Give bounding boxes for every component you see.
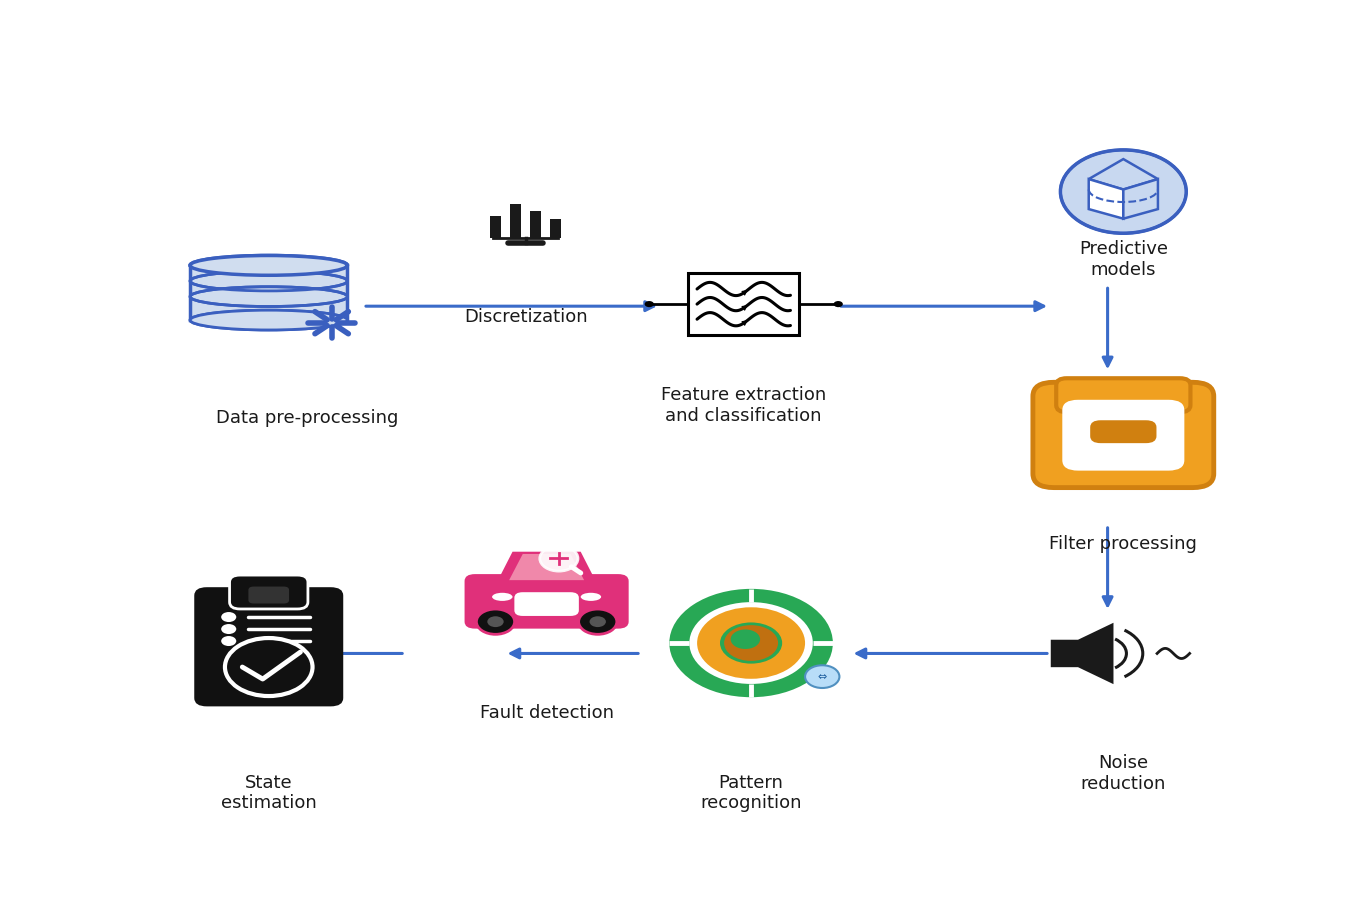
Text: Data pre-processing: Data pre-processing xyxy=(216,409,399,427)
Ellipse shape xyxy=(189,310,348,330)
Ellipse shape xyxy=(189,255,348,275)
Polygon shape xyxy=(1051,622,1114,684)
FancyBboxPatch shape xyxy=(1062,400,1184,471)
Polygon shape xyxy=(189,265,348,320)
Circle shape xyxy=(1061,150,1187,234)
FancyBboxPatch shape xyxy=(551,219,561,238)
Circle shape xyxy=(540,546,578,571)
FancyBboxPatch shape xyxy=(249,586,290,603)
Ellipse shape xyxy=(580,593,601,601)
Text: Noise
reduction: Noise reduction xyxy=(1081,754,1166,793)
Circle shape xyxy=(805,666,839,688)
Circle shape xyxy=(670,589,833,697)
Ellipse shape xyxy=(189,287,348,307)
Circle shape xyxy=(221,624,237,634)
Text: State
estimation: State estimation xyxy=(221,774,317,813)
Ellipse shape xyxy=(189,272,348,291)
FancyBboxPatch shape xyxy=(230,575,308,609)
Circle shape xyxy=(697,607,805,679)
Circle shape xyxy=(487,616,503,627)
Circle shape xyxy=(579,609,617,634)
Polygon shape xyxy=(1123,179,1158,218)
Polygon shape xyxy=(509,554,584,580)
Text: Pattern
recognition: Pattern recognition xyxy=(701,774,802,813)
Circle shape xyxy=(221,636,237,646)
Ellipse shape xyxy=(492,593,513,601)
Polygon shape xyxy=(498,552,595,581)
Ellipse shape xyxy=(189,255,348,275)
Text: Feature extraction
and classification: Feature extraction and classification xyxy=(662,386,827,425)
Text: ⇔: ⇔ xyxy=(817,672,827,682)
FancyBboxPatch shape xyxy=(464,574,629,629)
Polygon shape xyxy=(1089,159,1158,189)
Circle shape xyxy=(833,301,843,308)
Polygon shape xyxy=(1089,179,1123,218)
Text: Discretization: Discretization xyxy=(464,308,587,326)
Circle shape xyxy=(644,301,653,308)
Polygon shape xyxy=(189,265,348,320)
Circle shape xyxy=(476,609,514,634)
FancyBboxPatch shape xyxy=(1091,420,1157,443)
FancyBboxPatch shape xyxy=(510,205,521,238)
Circle shape xyxy=(720,622,782,664)
Text: Fault detection: Fault detection xyxy=(479,704,614,723)
FancyBboxPatch shape xyxy=(1057,378,1191,412)
Circle shape xyxy=(221,612,237,622)
Text: Predictive
models: Predictive models xyxy=(1078,240,1168,279)
Ellipse shape xyxy=(189,310,348,330)
FancyBboxPatch shape xyxy=(1032,382,1214,488)
Circle shape xyxy=(689,603,813,684)
FancyBboxPatch shape xyxy=(490,216,501,238)
FancyBboxPatch shape xyxy=(195,587,344,706)
FancyBboxPatch shape xyxy=(530,211,541,238)
FancyBboxPatch shape xyxy=(514,593,579,616)
Text: Filter processing: Filter processing xyxy=(1050,536,1197,554)
Wedge shape xyxy=(724,625,778,661)
Circle shape xyxy=(731,630,760,649)
FancyBboxPatch shape xyxy=(689,273,800,335)
Circle shape xyxy=(590,616,606,627)
Circle shape xyxy=(225,638,313,696)
